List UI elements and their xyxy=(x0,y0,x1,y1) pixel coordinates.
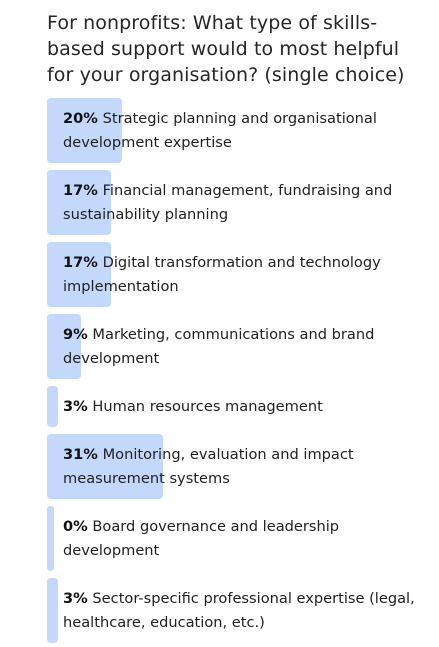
poll-option-human-resources[interactable]: 3% Human resources management xyxy=(47,386,427,427)
poll-option-label: 9% Marketing, communications and brand d… xyxy=(47,314,427,371)
poll-option-bar xyxy=(47,98,122,163)
poll-option-label: 20% Strategic planning and organisationa… xyxy=(47,98,427,155)
poll-option-label: 17% Digital transformation and technolog… xyxy=(47,242,427,299)
poll-option-monitoring-evaluation[interactable]: 31% Monitoring, evaluation and impact me… xyxy=(47,434,427,499)
poll-option-percent: 17% xyxy=(63,254,98,271)
poll-option-bar xyxy=(47,386,59,427)
poll-option-bar xyxy=(47,506,54,571)
poll-option-bar xyxy=(47,170,111,235)
poll-option-label: 17% Financial management, fundraising an… xyxy=(47,170,427,227)
poll-option-percent: 3% xyxy=(63,398,88,415)
poll-option-sector-specific[interactable]: 3% Sector-specific professional expertis… xyxy=(47,578,427,643)
poll-option-text: Digital transformation and technology im… xyxy=(63,254,381,295)
poll-option-financial-management[interactable]: 17% Financial management, fundraising an… xyxy=(47,170,427,235)
poll-option-label: 3% Sector-specific professional expertis… xyxy=(47,578,427,635)
poll-option-label: 3% Human resources management xyxy=(47,386,427,419)
poll-option-strategic-planning[interactable]: 20% Strategic planning and organisationa… xyxy=(47,98,427,163)
poll-option-bar xyxy=(47,242,111,307)
poll-option-bar xyxy=(47,578,59,643)
poll-question: For nonprofits: What type of skills-base… xyxy=(47,12,405,86)
poll-option-bar xyxy=(47,434,163,499)
poll-option-board-governance[interactable]: 0% Board governance and leadership devel… xyxy=(47,506,427,571)
poll-option-bar xyxy=(47,314,81,379)
poll-option-text: Sector-specific professional expertise (… xyxy=(63,590,415,631)
poll-option-text: Board governance and leadership developm… xyxy=(63,518,340,559)
poll-option-label: 31% Monitoring, evaluation and impact me… xyxy=(47,434,427,491)
poll-option-percent: 20% xyxy=(63,110,98,127)
poll-option-percent: 17% xyxy=(63,182,98,199)
poll-option-text: Strategic planning and organisational de… xyxy=(63,110,377,151)
poll-option-percent: 3% xyxy=(63,590,88,607)
poll-option-text: Marketing, communications and brand deve… xyxy=(63,326,375,367)
poll-option-label: 0% Board governance and leadership devel… xyxy=(47,506,427,563)
poll-option-percent: 31% xyxy=(63,446,98,463)
poll-option-percent: 0% xyxy=(63,518,88,535)
poll-option-percent: 9% xyxy=(63,326,88,343)
poll-option-text: Human resources management xyxy=(92,398,323,415)
poll-option-text: Financial management, fundraising and su… xyxy=(63,182,393,223)
poll-option-digital-transformation[interactable]: 17% Digital transformation and technolog… xyxy=(47,242,427,307)
poll-option-text: Monitoring, evaluation and impact measur… xyxy=(63,446,354,487)
poll-option-marketing[interactable]: 9% Marketing, communications and brand d… xyxy=(47,314,427,379)
